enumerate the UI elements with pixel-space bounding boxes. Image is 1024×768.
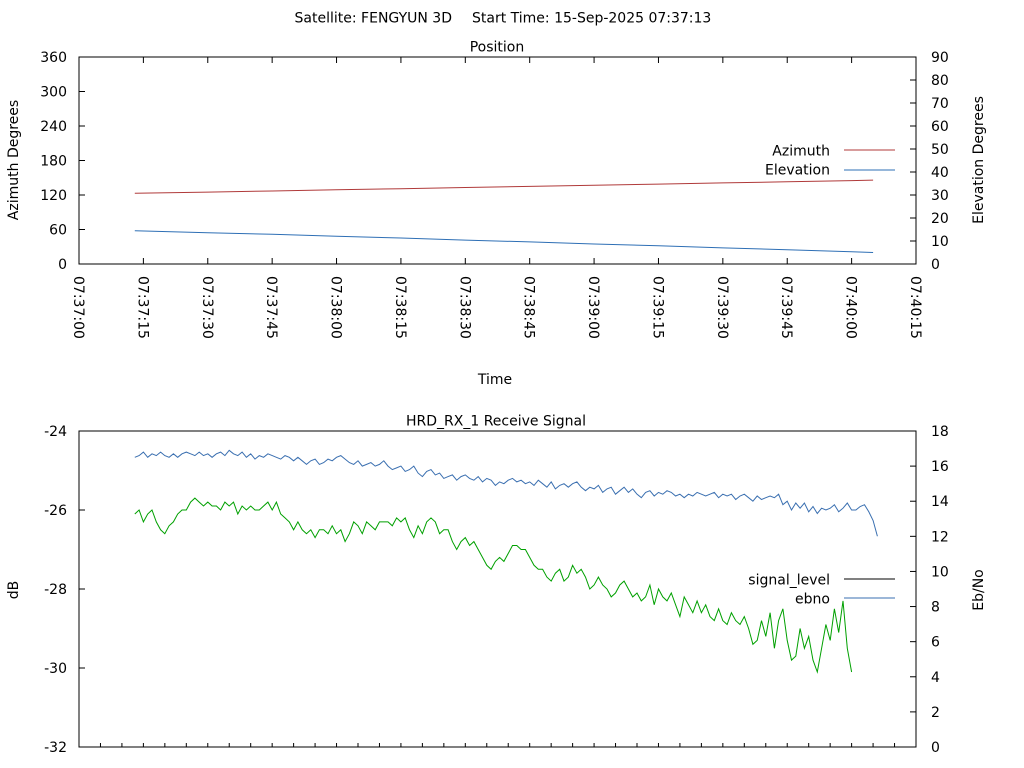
signal-x-axis xyxy=(99,743,896,747)
position-x-tick-label: 07:37:45 xyxy=(263,276,279,339)
signal-y2-tick-label: 8 xyxy=(931,600,940,616)
signal-y2-tick-label: 10 xyxy=(931,564,949,580)
position-y-tick-label: 300 xyxy=(40,85,67,101)
signal-y2-tick-label: 18 xyxy=(931,424,949,440)
position-x-tick-label: 07:39:30 xyxy=(714,276,730,339)
position-x-tick-label: 07:40:00 xyxy=(843,276,859,339)
position-y-tick-label: 180 xyxy=(40,154,67,170)
position-y2-tick-label: 50 xyxy=(931,142,949,158)
figure-header-start-time: Start Time: 15-Sep-2025 07:37:13 xyxy=(472,11,711,27)
position-x-tick-label: 07:40:15 xyxy=(907,276,923,339)
signal-y-tick-label: -28 xyxy=(44,582,67,598)
series-azimuth-line xyxy=(134,179,874,194)
position-y-tick-label: 240 xyxy=(40,119,67,135)
signal-y2-tick-label: 4 xyxy=(931,670,940,686)
position-chart-title: Position xyxy=(470,40,525,56)
position-y2-tick-label: 20 xyxy=(931,211,949,227)
legend-label-ebno: ebno xyxy=(795,592,830,608)
position-y-tick-label: 60 xyxy=(49,223,67,239)
signal-y2-tick-label: 12 xyxy=(931,529,949,545)
signal-y-tick-label: -24 xyxy=(44,424,67,440)
signal-y-axis-label: dB xyxy=(6,581,22,600)
position-y2-tick-label: 0 xyxy=(931,257,940,273)
signal-y2-axis-label: Eb/No xyxy=(971,569,987,611)
position-y2-tick-label: 30 xyxy=(931,188,949,204)
position-y2-tick-label: 40 xyxy=(931,165,949,181)
figure-header-satellite: Satellite: FENGYUN 3D xyxy=(295,11,452,27)
position-x-tick-label: 07:39:15 xyxy=(649,276,665,339)
series-elevation-line xyxy=(134,230,874,253)
signal-y2-tick-label: 6 xyxy=(931,635,940,651)
signal-y-tick-label: -30 xyxy=(44,661,67,677)
position-x-axis-label: Time xyxy=(477,372,512,388)
legend-label-signal-level: signal_level xyxy=(748,573,830,589)
position-y-tick-label: 120 xyxy=(40,188,67,204)
legend-label-azimuth: Azimuth xyxy=(772,144,830,160)
legend-label-elevation: Elevation xyxy=(765,163,830,179)
position-y2-tick-label: 10 xyxy=(931,234,949,250)
signal-series-layer xyxy=(78,430,917,748)
position-y-tick-label: 0 xyxy=(58,257,67,273)
position-x-tick-label: 07:38:15 xyxy=(392,276,408,339)
position-series-layer xyxy=(134,179,874,253)
position-y2-axis: 0 10 20 30 40 50 60 70 80 90 xyxy=(910,50,949,273)
position-x-tick-label: 07:39:00 xyxy=(585,276,601,339)
position-chart: Position 0 60 120 180 240 300 360 0 10 20 30 40 50 6… xyxy=(6,40,987,389)
position-y2-tick-label: 80 xyxy=(931,73,949,89)
signal-y2-tick-label: 16 xyxy=(931,459,949,475)
signal-chart: HRD_RX_1 Receive Signal -32-30-28-26-24 … xyxy=(6,414,987,757)
position-y2-tick-label: 90 xyxy=(931,50,949,66)
position-y-tick-label: 360 xyxy=(40,50,67,66)
signal-y-tick-label: -26 xyxy=(44,503,67,519)
signal-plot-frame xyxy=(78,430,917,748)
signal-y2-axis: 0 2 4 6 8 10 12 14 16 18 xyxy=(910,424,949,756)
position-y2-tick-label: 70 xyxy=(931,96,949,112)
position-y-axis: 0 60 120 180 240 300 360 xyxy=(40,50,85,273)
position-legend: Azimuth Elevation xyxy=(765,144,895,179)
position-x-tick-label: 07:39:45 xyxy=(778,276,794,339)
position-y2-tick-label: 60 xyxy=(931,119,949,135)
signal-y2-tick-label: 0 xyxy=(931,740,940,756)
signal-y-tick-label: -32 xyxy=(44,740,67,756)
signal-y2-tick-label: 14 xyxy=(931,494,949,510)
position-y-axis-label: Azimuth Degrees xyxy=(6,100,22,220)
signal-chart-title: HRD_RX_1 Receive Signal xyxy=(406,414,586,430)
position-y2-axis-label: Elevation Degrees xyxy=(971,96,987,224)
position-x-axis: 07:37:00 07:37:15 07:37:30 07:37:45 07:38:00… xyxy=(70,57,923,339)
series-signal-trace xyxy=(134,497,853,674)
position-x-tick-label: 07:38:00 xyxy=(328,276,344,339)
position-x-tick-label: 07:37:00 xyxy=(70,276,86,339)
position-x-tick-label: 07:38:45 xyxy=(521,276,537,339)
position-x-tick-label: 07:37:15 xyxy=(134,276,150,339)
signal-y2-tick-label: 2 xyxy=(931,705,940,721)
position-x-tick-label: 07:37:30 xyxy=(199,276,215,339)
signal-legend: signal_level ebno xyxy=(748,573,895,608)
position-x-tick-label: 07:38:30 xyxy=(456,276,472,339)
series-ebno-line xyxy=(134,449,878,537)
